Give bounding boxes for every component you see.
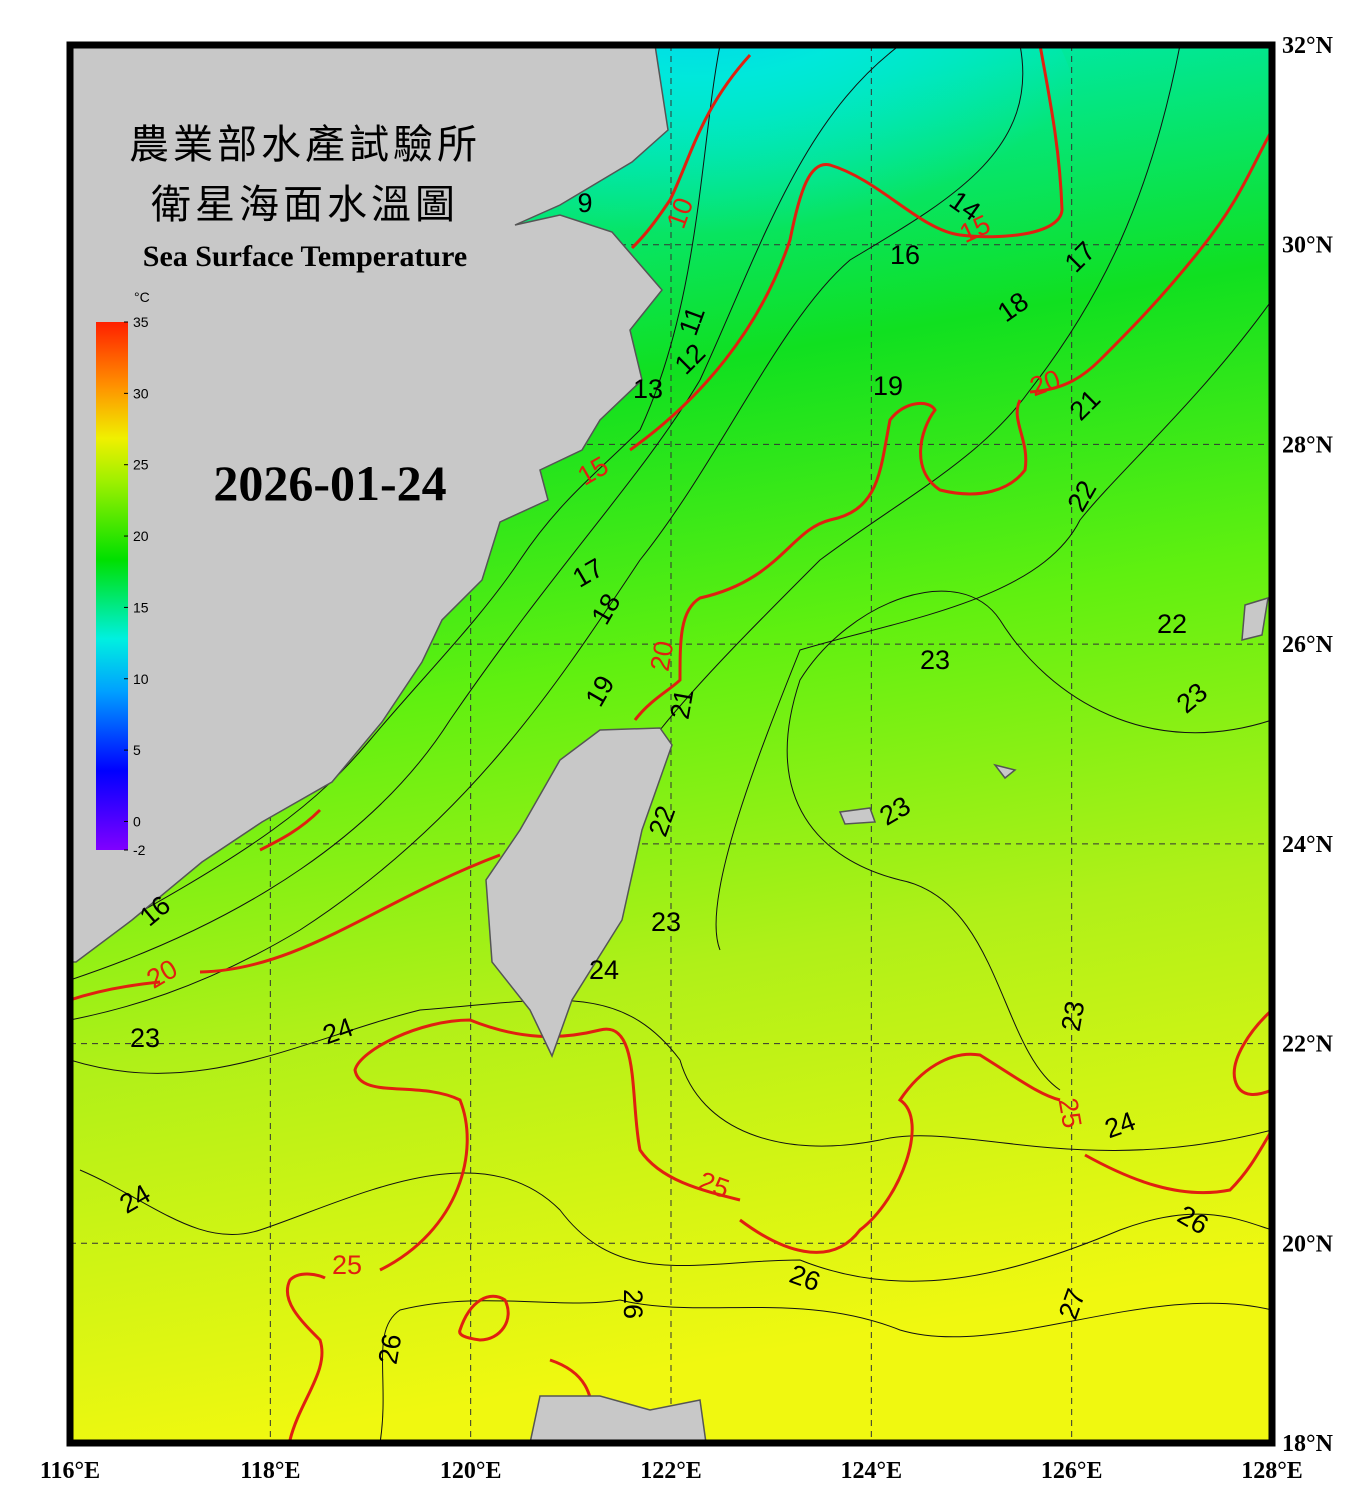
lat-label: 32°N: [1282, 33, 1334, 59]
contour-label: 16: [890, 240, 920, 270]
isotherms: [70, 45, 1272, 1443]
contour-label: 21: [665, 687, 700, 722]
lon-label: 128°E: [1241, 1458, 1303, 1484]
colorbar-tick-label: 0: [133, 813, 141, 829]
colorbar-tick-label: -2: [133, 842, 146, 858]
lon-label: 126°E: [1041, 1458, 1103, 1484]
lon-label: 120°E: [440, 1458, 502, 1484]
mainland: [70, 45, 669, 963]
lat-label: 30°N: [1282, 233, 1334, 259]
contour-label: 19: [873, 371, 903, 401]
luzon: [529, 1395, 707, 1443]
contour-label: 24: [589, 955, 619, 985]
lat-label: 22°N: [1282, 1032, 1334, 1058]
contour-label: 9: [577, 188, 592, 218]
title-zh: 農業部水產試驗所: [129, 122, 481, 168]
colorbar: [96, 322, 128, 850]
contour-label: 25: [332, 1250, 362, 1280]
colorbar-tick-label: 30: [133, 385, 149, 401]
colorbar-tick-label: 10: [133, 671, 149, 687]
contour-label: 23: [1056, 999, 1091, 1034]
lon-label: 118°E: [240, 1458, 300, 1484]
contour-label: 23: [651, 907, 681, 937]
contour-label: 23: [920, 645, 950, 675]
lat-label: 24°N: [1282, 832, 1334, 858]
lat-label: 28°N: [1282, 432, 1334, 458]
contour-label: 26: [618, 1289, 648, 1319]
contour-label: 23: [130, 1023, 160, 1053]
colorbar-tick-label: 20: [133, 528, 149, 544]
land: [70, 45, 1269, 1443]
contour-label: 25: [1053, 1096, 1088, 1131]
map-frame: [66, 41, 1276, 1447]
lat-label: 20°N: [1282, 1231, 1334, 1257]
major-isotherms: [70, 45, 1272, 1443]
lon-label: 122°E: [640, 1458, 702, 1484]
lat-label: 18°N: [1282, 1431, 1334, 1457]
title-en: Sea Surface Temperature: [143, 240, 467, 273]
contour-label: 20: [645, 639, 680, 674]
island: [993, 763, 1017, 780]
colorbar-tick-label: 15: [133, 599, 149, 615]
contour-label: 22: [1157, 609, 1187, 639]
lon-label: 124°E: [841, 1458, 903, 1484]
date: 2026-01-24: [213, 455, 446, 511]
lat-label: 26°N: [1282, 632, 1334, 658]
colorbar-unit: °C: [134, 289, 150, 305]
island: [838, 807, 877, 825]
title-zh: 衛星海面水溫圖: [151, 182, 459, 228]
colorbar-tick-label: 25: [133, 457, 149, 473]
contour-label: 13: [633, 374, 663, 404]
colorbar-tick-label: 5: [133, 742, 141, 758]
lon-label: 116°E: [40, 1458, 100, 1484]
colorbar-tick-label: 35: [133, 314, 149, 330]
taiwan: [485, 727, 673, 1058]
contour-label: 26: [373, 1332, 408, 1367]
island: [1241, 596, 1269, 641]
